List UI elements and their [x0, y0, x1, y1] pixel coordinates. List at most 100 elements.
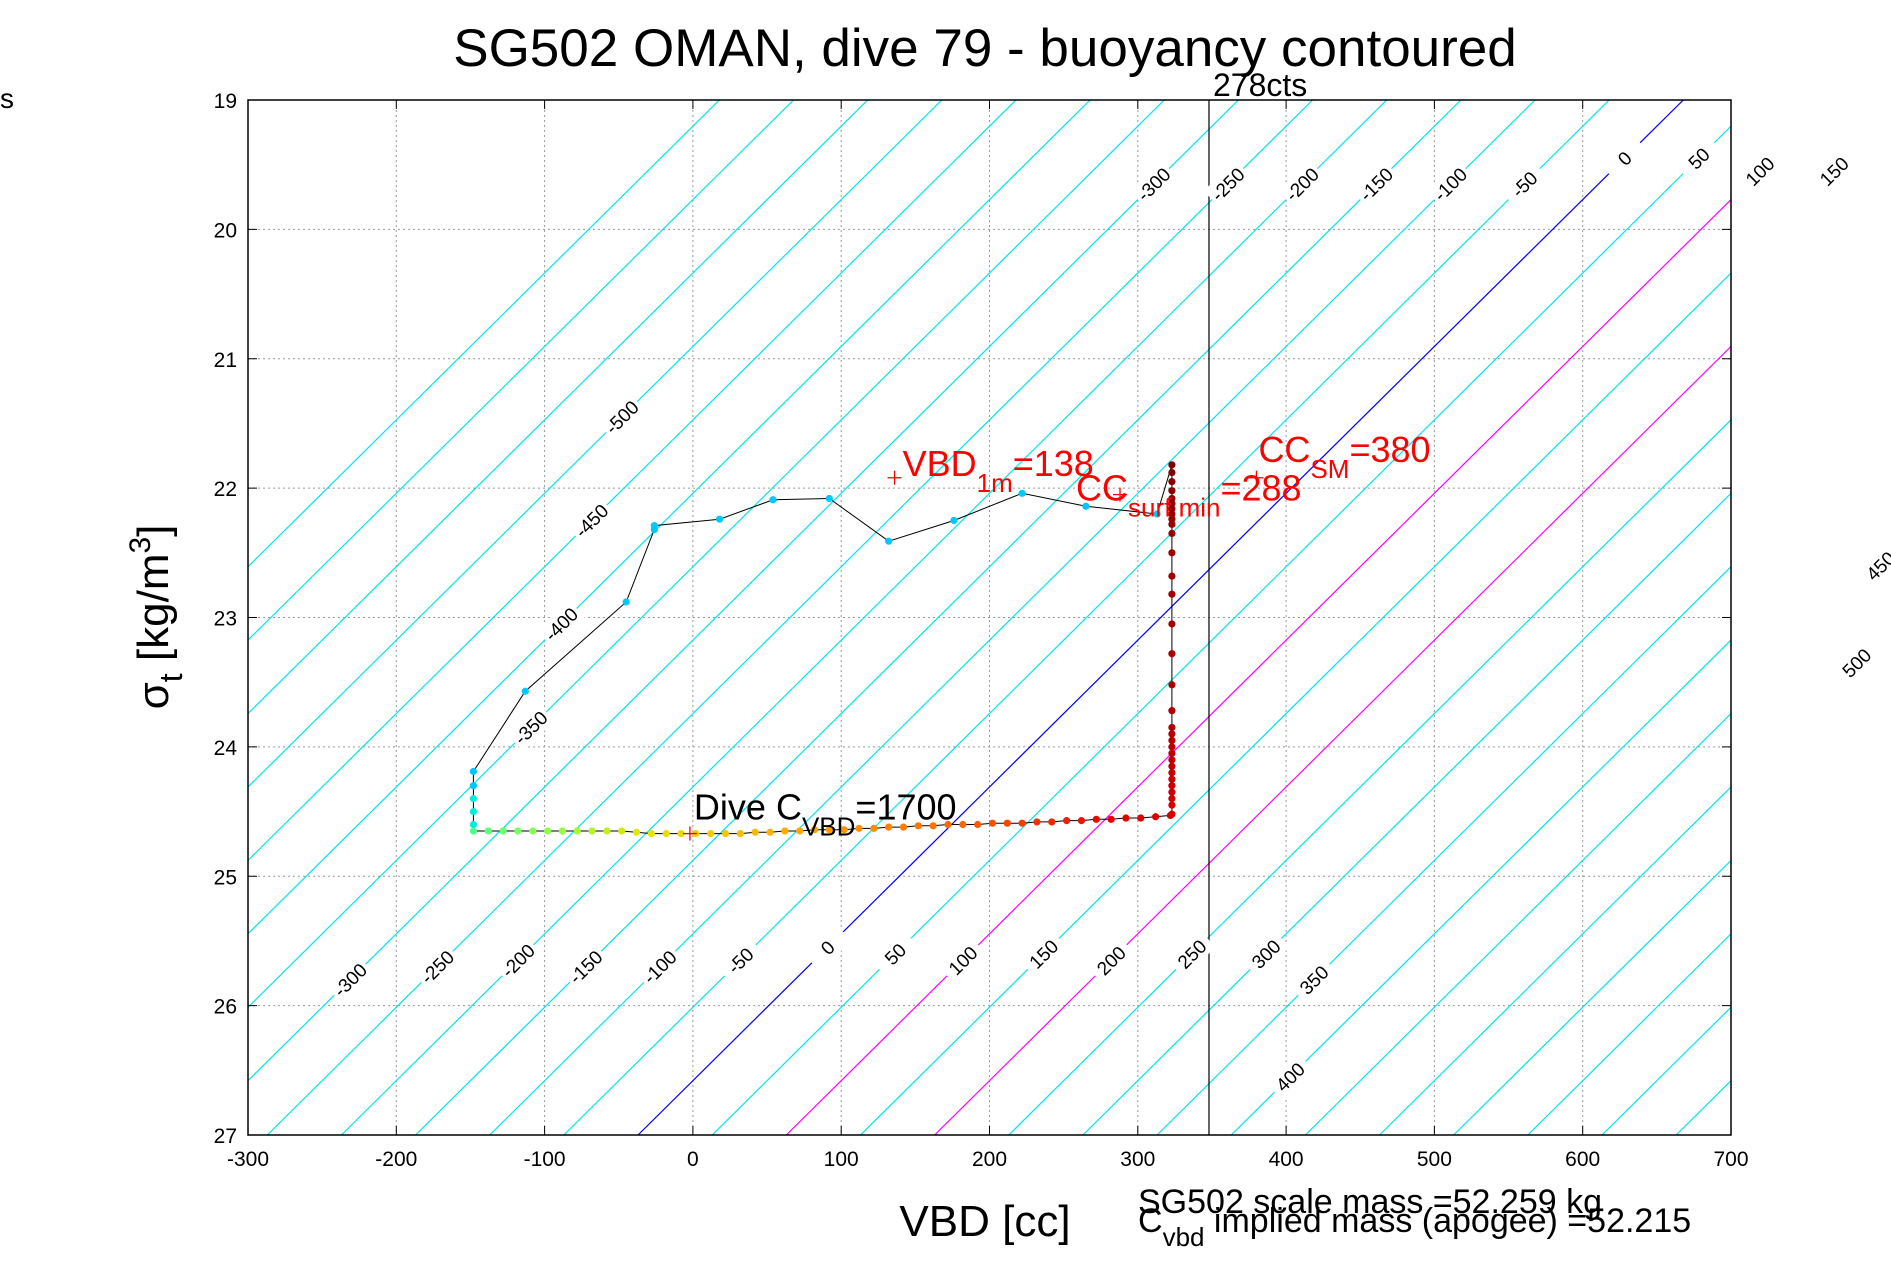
contour-label-bg [1735, 147, 1784, 196]
trace-point [1107, 815, 1115, 823]
y-tick-label: 25 [214, 866, 237, 889]
contour-line [248, 100, 943, 788]
x-tick-label: 0 [687, 1148, 699, 1171]
trace-point [1168, 461, 1176, 469]
trace-point [1168, 782, 1176, 790]
trace-point [1168, 620, 1176, 628]
scale-mass-note: SG502 scale mass =52.259 kg [1138, 1183, 1602, 1221]
trace-point [650, 525, 658, 534]
trace-point [632, 828, 641, 836]
trace-point [721, 829, 730, 838]
marker-label: Dive CVBD=1700 [694, 787, 957, 842]
trace-point [870, 824, 878, 832]
trace-point [1082, 502, 1090, 510]
trace-point [825, 826, 833, 834]
contour-line [248, 100, 1165, 1009]
implied-mass-c: C [1138, 1202, 1163, 1240]
marker-label-value: =1700 [855, 787, 956, 828]
implied-mass-sub: vbd [1163, 1222, 1205, 1252]
trace-point [1003, 819, 1011, 827]
contour-line [248, 100, 1239, 1082]
marker-label-value: =288 [1220, 468, 1301, 509]
trace-point [1168, 730, 1176, 738]
contour-label-bg [1351, 160, 1401, 209]
trace-point [469, 782, 478, 790]
chart-title: SG502 OMAN, dive 79 - buoyancy contoured [453, 19, 1517, 78]
y-label-close: ] [129, 525, 178, 537]
trace-point [1033, 818, 1041, 826]
trace-point [1168, 478, 1176, 486]
trace-point [1168, 769, 1176, 777]
contour-label-bg [1289, 955, 1338, 1004]
y-tick-label: 27 [214, 1125, 237, 1148]
contour-label-layer: -300-250-200-150-100-5005010015020025030… [325, 134, 1891, 1101]
contour-label-bg [597, 392, 646, 441]
trace-point [1018, 489, 1026, 497]
trace-point [647, 829, 655, 838]
trace-point [1168, 494, 1176, 503]
marker-label-main: CC [1258, 429, 1310, 470]
trace-point [469, 767, 478, 776]
y-label-sub: t [153, 673, 189, 682]
contour-label-bg [1426, 160, 1475, 209]
trace-point [499, 827, 507, 835]
trace-point [715, 515, 724, 523]
trace-point [1168, 749, 1176, 757]
trace-point [1168, 572, 1176, 580]
contour-line [248, 100, 869, 715]
trace-point [1168, 775, 1176, 783]
trace-point [1137, 814, 1145, 822]
trace-point [514, 827, 522, 835]
contour-label-bg [1277, 160, 1326, 209]
trace-point [1168, 762, 1176, 770]
contour-label-bg [1500, 160, 1549, 209]
y-tick-label: 20 [214, 219, 237, 242]
trace-point [1168, 469, 1176, 477]
trace-point [1168, 723, 1176, 732]
marker-label-value: =380 [1349, 429, 1430, 470]
trace-point [1168, 505, 1176, 513]
trace-point [751, 828, 759, 836]
contour-label-bg [1856, 541, 1891, 590]
trace-point [622, 598, 630, 606]
contour-label-bg [1883, 147, 1891, 196]
trace-point [588, 827, 596, 835]
implied-mass-note: Cvbd implied mass (apogee) =52.215 [1138, 1202, 1691, 1252]
trace-point [677, 829, 685, 838]
contour-line [1453, 859, 1731, 1135]
x-tick-label: 400 [1269, 1148, 1304, 1171]
trace-point [1168, 650, 1176, 658]
marker-label-sub: SM [1310, 454, 1349, 484]
trace-point [1122, 814, 1130, 822]
trace-point [1168, 756, 1176, 764]
marker-label-sub: surf min [1128, 493, 1220, 523]
trace-point [558, 827, 566, 835]
tick-layer: -300 -200 -100 0 100 200 300 400 500 600 700 19 20 21… [214, 90, 1749, 1171]
corner-label: s [0, 83, 14, 114]
marker-label-main: CC [1076, 468, 1128, 509]
trace-point [1168, 500, 1176, 508]
trace-point [885, 823, 893, 831]
y-tick-label: 21 [214, 349, 237, 372]
marker-label: CCsurf min=288 [1076, 468, 1302, 523]
y-label-sup: 3 [124, 537, 157, 554]
trace-point [1018, 819, 1026, 827]
trace-point [1168, 510, 1176, 518]
trace-point [914, 822, 922, 830]
trace-point [1168, 810, 1176, 818]
trace-point [1153, 510, 1161, 518]
trace-point [1168, 520, 1176, 528]
reference-line-label: 278cts [1213, 67, 1307, 103]
contour-label-bg [1019, 929, 1068, 978]
contour-label-bg [1674, 134, 1723, 183]
contour-line [248, 100, 720, 568]
trace-point [810, 826, 819, 834]
trace-point [781, 827, 789, 835]
x-tick-label: -200 [375, 1148, 417, 1171]
implied-mass-rest: implied mass (apogee) =52.215 [1204, 1202, 1691, 1240]
trace-point [840, 826, 848, 834]
contour-label-bg [493, 936, 542, 985]
x-tick-label: 700 [1713, 1148, 1748, 1171]
